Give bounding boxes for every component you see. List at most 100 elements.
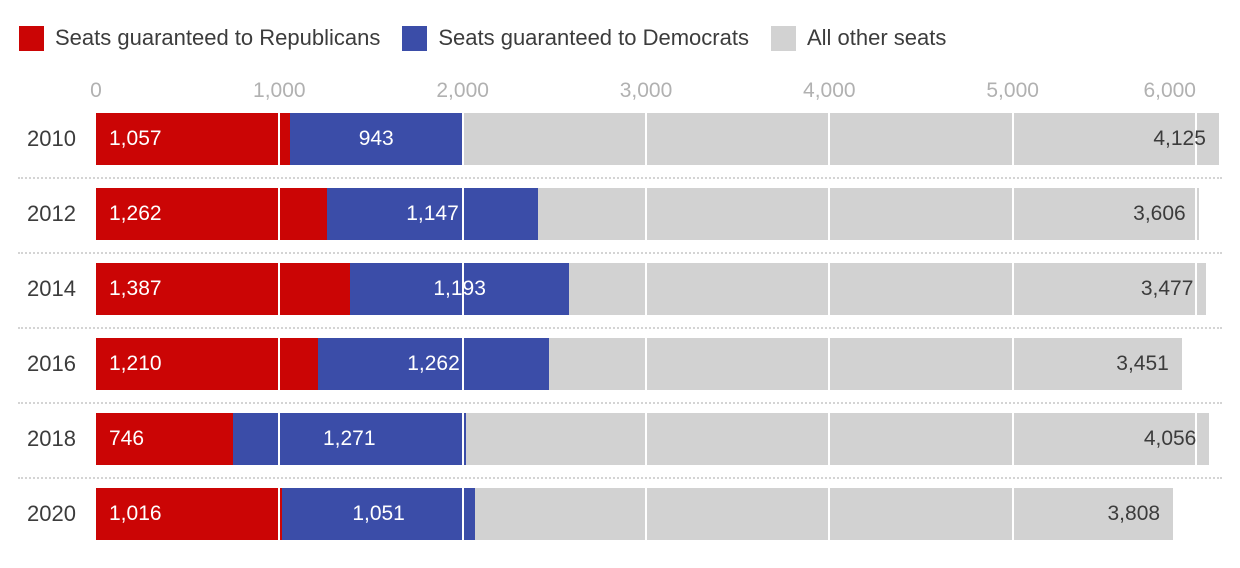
chart-row: 2014 1,387 1,193 3,477 [0,263,1240,315]
row-year-label: 2014 [27,276,76,301]
gridline [1011,488,1014,540]
bar-value-label: 3,606 [1133,202,1186,225]
bar-segment-other[interactable]: 3,808 [474,488,1174,540]
gridline [828,413,831,465]
x-tick-label: 0 [90,79,102,102]
row-year-label: 2010 [27,126,76,151]
bar-segment-other[interactable]: 3,477 [568,263,1207,315]
gridline [645,188,647,240]
x-tick-label: 2,000 [436,79,489,102]
bar-value-label: 1,271 [322,427,376,450]
bar-segment-democrat[interactable]: 1,193 [350,263,569,315]
gridline [828,338,831,390]
chart-row: 2012 1,262 1,147 3,606 [0,188,1240,240]
gridline [461,113,464,165]
row-bars: 1,057 943 4,125 [96,113,1219,165]
gridline [1011,338,1014,390]
row-bars: 746 1,271 4,056 [96,413,1210,465]
x-tick-label: 1,000 [253,79,306,102]
bar-segment-other[interactable]: 3,606 [537,188,1199,240]
legend-item[interactable]: All other seats [770,25,947,51]
gridline [1195,113,1197,165]
row-bars: 1,262 1,147 3,606 [96,188,1199,240]
gridline [1011,413,1014,465]
x-tick-label: 4,000 [803,79,856,102]
row-separator [18,252,1222,254]
row-year-label: 2020 [27,501,76,526]
legend-item-label: Seats guaranteed to Republicans [55,25,381,50]
row-bars: 1,016 1,051 3,808 [96,488,1174,540]
gridline [461,338,464,390]
bar-segment-democrat[interactable]: 1,051 [282,488,475,540]
gridline [461,413,464,465]
gridline [278,188,281,240]
bar-value-label: 1,262 [407,352,460,375]
gridline [828,113,831,165]
gridline [645,113,647,165]
chart-row: 2016 1,210 1,262 3,451 [0,338,1240,390]
gridline [278,338,281,390]
gridline [828,188,831,240]
row-bars: 1,387 1,193 3,477 [96,263,1207,315]
x-axis: 0 1,000 2,000 3,000 4,000 5,000 6,000 [90,79,1196,103]
gridline [1011,113,1014,165]
bar-segment-other[interactable]: 4,125 [462,113,1219,165]
bar-segment-democrat[interactable]: 1,262 [317,338,550,390]
bar-value-label: 1,016 [109,502,162,525]
chart-row: 2010 1,057 943 4,125 [0,113,1240,165]
gridline [1195,263,1197,315]
legend-item[interactable]: Seats guaranteed to Democrats [402,25,749,51]
chart-row: 2020 1,016 1,051 3,808 [0,488,1240,540]
bar-value-label: 1,210 [109,352,162,375]
gridline [461,263,464,315]
row-separator [18,177,1222,179]
gridline [828,488,831,540]
bar-value-label: 3,477 [1140,277,1194,300]
bar-value-label: 3,451 [1116,352,1169,375]
legend: Seats guaranteed to Republicans Seats gu… [19,25,946,51]
gridline [461,188,464,240]
gridline [645,488,647,540]
row-separator [18,477,1222,479]
bar-segment-democrat[interactable]: 943 [289,113,463,165]
bar-value-label: 1,262 [109,202,162,225]
gridline [645,338,647,390]
bar-segment-other[interactable]: 3,451 [549,338,1182,390]
gridline [461,488,464,540]
bar-value-label: 1,057 [109,127,162,150]
bar-value-label: 1,193 [433,277,486,300]
bar-value-label: 4,125 [1153,127,1206,150]
gridline [278,413,281,465]
bar-segment-other[interactable]: 4,056 [465,413,1210,465]
legend-item-label: Seats guaranteed to Democrats [438,25,749,50]
bar-segment-democrat[interactable]: 1,147 [327,188,538,240]
chart-rows: 2010 1,057 943 4,125 2012 1,262 1,147 3,606 … [0,113,1240,543]
bar-segment-republican[interactable]: 1,057 [96,113,290,165]
x-tick-label: 5,000 [986,79,1039,102]
x-tick-label: 3,000 [619,79,673,102]
row-year-label: 2018 [27,426,76,451]
gridline [1011,263,1014,315]
row-separator [18,327,1222,329]
chart-row: 2018 746 1,271 4,056 [0,413,1240,465]
bar-segment-republican[interactable]: 1,387 [96,263,351,315]
bar-segment-republican[interactable]: 1,210 [96,338,318,390]
gridline [278,113,281,165]
gridline [1011,188,1014,240]
gridline [645,413,647,465]
gridline [1195,413,1197,465]
bar-value-label: 746 [109,427,145,450]
bar-segment-democrat[interactable]: 1,271 [232,413,466,465]
bar-value-label: 4,056 [1143,427,1197,450]
other-swatch-icon [770,25,796,51]
gridline [645,263,647,315]
bar-segment-republican[interactable]: 746 [96,413,233,465]
row-year-label: 2012 [27,201,76,226]
gridline [1195,188,1197,240]
bar-segment-republican[interactable]: 1,016 [96,488,283,540]
bar-segment-republican[interactable]: 1,262 [96,188,328,240]
x-tick-label: 6,000 [1143,79,1196,102]
gridline [828,263,831,315]
legend-item-label: All other seats [806,25,947,50]
legend-item[interactable]: Seats guaranteed to Republicans [19,25,380,51]
